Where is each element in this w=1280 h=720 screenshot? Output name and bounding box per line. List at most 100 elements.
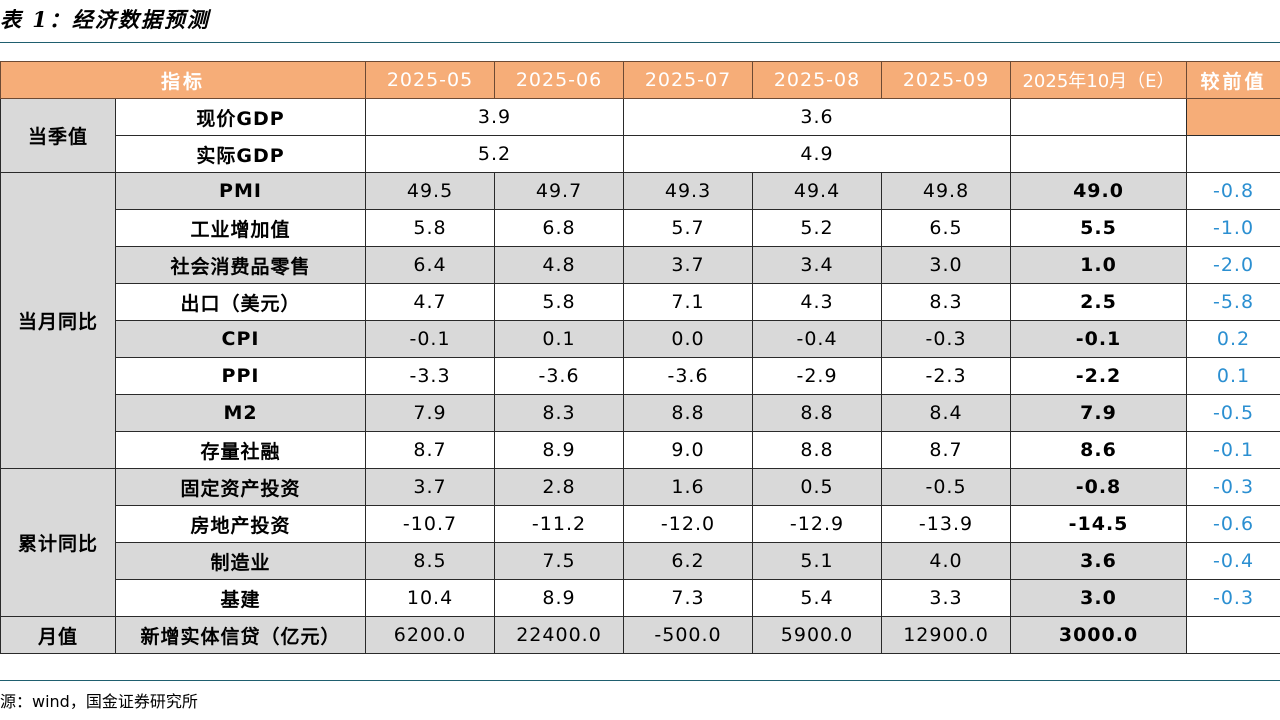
value-cell: 3.7 <box>623 246 754 284</box>
value-cell: 8.8 <box>752 431 883 469</box>
value-cell: -2.9 <box>752 357 883 395</box>
value-cell: 7.1 <box>623 283 754 321</box>
table-row: CPI -0.1 0.1 0.0 -0.4 -0.3 -0.1 0.2 <box>1 320 1280 358</box>
quarter-value: 5.2 <box>365 135 625 173</box>
change-cell: -2.0 <box>1186 246 1280 284</box>
header-month: 2025-05 <box>365 61 496 99</box>
forecast-cell: -0.1 <box>1010 320 1188 358</box>
indicator-name: PMI <box>114 172 367 210</box>
empty-cell <box>1010 135 1188 173</box>
forecast-cell: 49.0 <box>1010 172 1188 210</box>
value-cell: 8.9 <box>494 579 625 617</box>
change-cell: -1.0 <box>1186 209 1280 247</box>
indicator-name: M2 <box>114 394 367 432</box>
value-cell: 6.5 <box>881 209 1012 247</box>
change-cell: -5.8 <box>1186 283 1280 321</box>
title-rule <box>0 42 1280 43</box>
value-cell: 4.3 <box>752 283 883 321</box>
header-indicator: 指标 <box>0 61 367 99</box>
indicator-name: 制造业 <box>114 542 367 580</box>
change-cell: -0.3 <box>1186 579 1280 617</box>
table-row: 当季值 现价GDP 3.9 3.6 <box>0 98 1280 173</box>
value-cell: 6200.0 <box>365 616 496 654</box>
table-row: 工业增加值 5.8 6.8 5.7 5.2 6.5 5.5 -1.0 <box>1 209 1280 247</box>
value-cell: 49.4 <box>752 172 883 210</box>
value-cell: -12.9 <box>752 505 883 543</box>
value-cell: 49.5 <box>365 172 496 210</box>
header-change: 较前值 <box>1186 61 1280 99</box>
value-cell: -0.4 <box>752 320 883 358</box>
indicator-name: 实际GDP <box>114 135 367 173</box>
indicator-name: 基建 <box>114 579 367 617</box>
forecast-cell: 3.0 <box>1010 579 1188 617</box>
economic-forecast-table: 指标 2025-05 2025-06 2025-07 2025-08 2025-… <box>0 61 1280 654</box>
value-cell: 4.7 <box>365 283 496 321</box>
group-label-monthly: 当月同比 <box>0 172 116 469</box>
value-cell: 5.4 <box>752 579 883 617</box>
value-cell: 6.8 <box>494 209 625 247</box>
table-row: M2 7.9 8.3 8.8 8.8 8.4 7.9 -0.5 <box>1 394 1280 432</box>
change-cell: -0.1 <box>1186 431 1280 469</box>
value-cell: 3.7 <box>365 468 496 506</box>
header-month: 2025-08 <box>752 61 883 99</box>
value-cell: 12900.0 <box>881 616 1012 654</box>
value-cell: 8.8 <box>623 394 754 432</box>
value-cell: 8.9 <box>494 431 625 469</box>
value-cell: 7.5 <box>494 542 625 580</box>
table-title: 表 1：经济数据预测 <box>0 7 210 32</box>
value-cell: 49.8 <box>881 172 1012 210</box>
value-cell: 0.5 <box>752 468 883 506</box>
value-cell: 1.6 <box>623 468 754 506</box>
change-cell: -0.5 <box>1186 394 1280 432</box>
value-cell: 8.3 <box>881 283 1012 321</box>
value-cell: 5.8 <box>494 283 625 321</box>
value-cell: 22400.0 <box>494 616 625 654</box>
forecast-cell: 2.5 <box>1010 283 1188 321</box>
value-cell: -3.6 <box>623 357 754 395</box>
value-cell: 3.3 <box>881 579 1012 617</box>
forecast-cell: 8.6 <box>1010 431 1188 469</box>
value-cell: -500.0 <box>623 616 754 654</box>
value-cell: 2.8 <box>494 468 625 506</box>
value-cell: 8.4 <box>881 394 1012 432</box>
table-row: 存量社融 8.7 8.9 9.0 8.8 8.7 8.6 -0.1 <box>1 431 1280 469</box>
value-cell: 5.2 <box>752 209 883 247</box>
indicator-name: 新增实体信贷（亿元） <box>114 616 367 654</box>
table-row: 社会消费品零售 6.4 4.8 3.7 3.4 3.0 1.0 -2.0 <box>1 246 1280 284</box>
table-row: 出口（美元） 4.7 5.8 7.1 4.3 8.3 2.5 -5.8 <box>1 283 1280 321</box>
header-row: 指标 2025-05 2025-06 2025-07 2025-08 2025-… <box>0 61 1280 99</box>
table-row: 月值 新增实体信贷（亿元） 6200.0 22400.0 -500.0 5900… <box>0 616 1280 654</box>
group-label-quarter: 当季值 <box>0 98 116 173</box>
value-cell: 4.8 <box>494 246 625 284</box>
value-cell: -3.6 <box>494 357 625 395</box>
value-cell: 8.8 <box>752 394 883 432</box>
forecast-cell: 7.9 <box>1010 394 1188 432</box>
value-cell: 8.7 <box>881 431 1012 469</box>
table-row: 累计同比 固定资产投资 3.7 2.8 1.6 0.5 -0.5 -0.8 -0… <box>0 468 1280 617</box>
quarter-value: 3.6 <box>623 98 1012 136</box>
value-cell: 0.0 <box>623 320 754 358</box>
footer-rule <box>0 680 1280 681</box>
indicator-name: 现价GDP <box>114 98 367 136</box>
indicator-name: PPI <box>114 357 367 395</box>
table-row: 实际GDP 5.2 4.9 <box>1 135 1280 173</box>
forecast-cell: 5.5 <box>1010 209 1188 247</box>
indicator-name: 房地产投资 <box>114 505 367 543</box>
value-cell: -0.1 <box>365 320 496 358</box>
value-cell: 5.7 <box>623 209 754 247</box>
value-cell: 8.3 <box>494 394 625 432</box>
change-cell: -0.3 <box>1186 468 1280 506</box>
forecast-cell: -14.5 <box>1010 505 1188 543</box>
value-cell: -2.3 <box>881 357 1012 395</box>
forecast-cell: 3.6 <box>1010 542 1188 580</box>
forecast-cell: -2.2 <box>1010 357 1188 395</box>
value-cell: -0.3 <box>881 320 1012 358</box>
group-label-monthly-value: 月值 <box>0 616 116 654</box>
table-row: 制造业 8.5 7.5 6.2 5.1 4.0 3.6 -0.4 <box>1 542 1280 580</box>
value-cell: 8.5 <box>365 542 496 580</box>
value-cell: 5900.0 <box>752 616 883 654</box>
value-cell: 10.4 <box>365 579 496 617</box>
value-cell: 3.4 <box>752 246 883 284</box>
indicator-name: 固定资产投资 <box>114 468 367 506</box>
value-cell: -0.5 <box>881 468 1012 506</box>
